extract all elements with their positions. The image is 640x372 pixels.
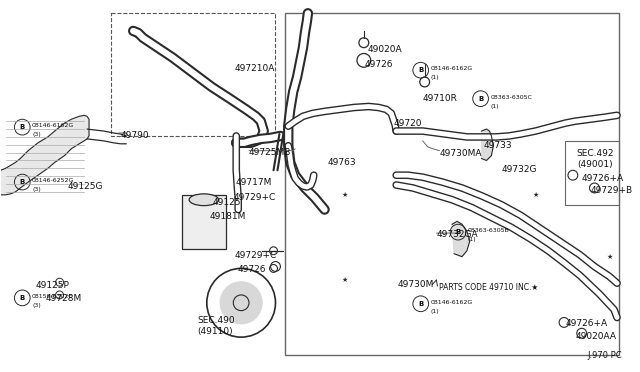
- Text: 49125: 49125: [212, 198, 241, 207]
- Text: 08146-6252G: 08146-6252G: [32, 178, 74, 183]
- Bar: [111, 13, 275, 136]
- Text: (1): (1): [431, 75, 439, 80]
- Text: SEC.490: SEC.490: [197, 315, 235, 324]
- Text: SEC.492: SEC.492: [577, 149, 614, 158]
- Text: (49001): (49001): [577, 160, 612, 170]
- Circle shape: [220, 281, 263, 324]
- Text: B: B: [418, 301, 424, 307]
- Text: 49726+A: 49726+A: [582, 174, 624, 183]
- Text: B: B: [20, 124, 25, 130]
- Text: B: B: [20, 179, 25, 185]
- Text: 49125P: 49125P: [36, 281, 70, 290]
- Text: PARTS CODE 49710 INC.★: PARTS CODE 49710 INC.★: [440, 283, 539, 292]
- Text: (1): (1): [468, 237, 477, 242]
- Text: 49728M: 49728M: [46, 294, 82, 303]
- Text: 08156-6302E: 08156-6302E: [32, 294, 74, 299]
- Text: B: B: [20, 295, 25, 301]
- Text: 497210A: 497210A: [234, 64, 275, 73]
- Bar: [565, 141, 619, 205]
- Text: J.970 PC: J.970 PC: [588, 351, 622, 360]
- Text: 49020A: 49020A: [368, 45, 403, 54]
- Text: 49726: 49726: [237, 266, 266, 275]
- Text: B: B: [456, 229, 461, 235]
- Text: 08146-6162G: 08146-6162G: [431, 66, 473, 71]
- Bar: [285, 13, 619, 355]
- Text: ★: ★: [341, 192, 348, 198]
- Text: 08146-6162G: 08146-6162G: [32, 123, 74, 128]
- Text: 49730M: 49730M: [397, 280, 433, 289]
- Text: B: B: [418, 67, 424, 73]
- Text: 49710R: 49710R: [422, 94, 458, 103]
- Bar: [182, 195, 227, 249]
- Text: ★: ★: [532, 192, 539, 198]
- Text: B: B: [478, 96, 483, 102]
- Text: 49732G: 49732G: [501, 166, 537, 174]
- Text: 49729+C: 49729+C: [234, 193, 276, 202]
- Text: 08146-6162G: 08146-6162G: [431, 300, 473, 305]
- Text: 49732GA: 49732GA: [436, 230, 478, 239]
- Text: 49729+B: 49729+B: [591, 186, 633, 195]
- Text: 49726: 49726: [365, 60, 394, 69]
- Text: 49725MB: 49725MB: [249, 148, 291, 157]
- Text: ★: ★: [606, 254, 612, 260]
- Text: 49726+A: 49726+A: [566, 320, 608, 328]
- Ellipse shape: [189, 194, 219, 206]
- Text: (1): (1): [490, 103, 499, 109]
- Polygon shape: [452, 221, 470, 257]
- Text: 49720: 49720: [393, 119, 422, 128]
- Text: 08363-6305C: 08363-6305C: [490, 95, 532, 100]
- Text: 49730MA: 49730MA: [440, 149, 482, 158]
- Text: (49110): (49110): [197, 327, 232, 336]
- Text: (3): (3): [32, 187, 41, 192]
- Text: 49763: 49763: [328, 157, 356, 167]
- Polygon shape: [481, 129, 493, 160]
- Text: 49729+C: 49729+C: [234, 251, 276, 260]
- Text: 49125G: 49125G: [67, 182, 103, 191]
- Text: 49790: 49790: [120, 131, 149, 140]
- Text: 49717M: 49717M: [236, 178, 271, 187]
- Text: 49733: 49733: [484, 141, 512, 150]
- Text: (3): (3): [32, 303, 41, 308]
- Text: (1): (1): [431, 309, 439, 314]
- Text: ★: ★: [341, 277, 348, 283]
- Text: 08363-6305B: 08363-6305B: [468, 228, 509, 233]
- Text: (3): (3): [32, 132, 41, 137]
- Text: 49181M: 49181M: [210, 212, 246, 221]
- Polygon shape: [1, 115, 89, 195]
- Text: 49020AA: 49020AA: [576, 332, 617, 341]
